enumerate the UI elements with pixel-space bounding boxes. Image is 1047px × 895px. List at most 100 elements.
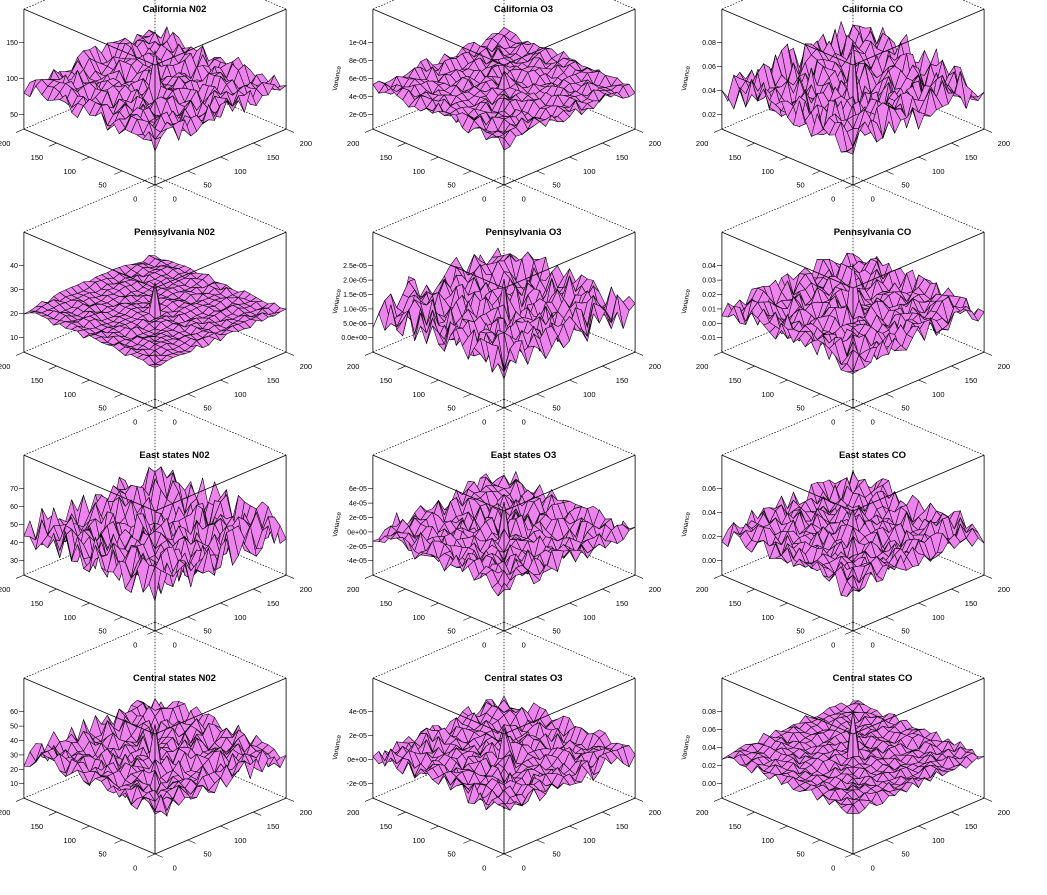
y-tick-label: 50: [796, 404, 804, 413]
y-tick: [463, 616, 472, 621]
y-tick-label: 50: [796, 181, 804, 190]
x-tick: [634, 128, 644, 133]
x-tick: [602, 142, 611, 147]
y-tick-label: 100: [63, 613, 76, 622]
z-tick-label: 0.02: [702, 534, 716, 541]
x-tick: [187, 393, 196, 398]
y-tick: [364, 351, 374, 356]
box-back-edges: [23, 621, 287, 799]
y-tick-label: 150: [729, 599, 742, 608]
x-tick-label: 150: [267, 599, 280, 608]
surface-facet: [798, 267, 812, 275]
z-tick-label: 0e+00: [347, 529, 367, 536]
axes: 0501001502000501001502000.000.020.040.06…: [681, 486, 1010, 649]
surface-mesh: [23, 25, 288, 153]
box-edge-back: [721, 0, 745, 10]
panel-title: East states O3: [490, 450, 557, 461]
x-tick-label: 0: [522, 641, 526, 650]
x-tick: [536, 616, 545, 621]
box-edge-back: [612, 0, 636, 10]
x-tick-label: 50: [552, 181, 560, 190]
y-tick: [845, 184, 854, 189]
x-tick-label: 100: [583, 390, 596, 399]
x-tick: [253, 588, 262, 593]
z-tick-label: 2.5e-05: [343, 263, 367, 270]
box-edge-front: [154, 231, 287, 289]
x-tick-label: 100: [583, 613, 596, 622]
y-tick-label: 200: [696, 362, 709, 371]
box-front-edges: [372, 454, 636, 632]
surface-plot-svg: 05010015020005010015020050100150Variance: [0, 0, 312, 204]
x-tick: [187, 616, 196, 621]
panel-title: East states CO: [838, 450, 907, 461]
y-tick: [114, 393, 123, 398]
x-tick-label: 200: [300, 585, 313, 594]
x-tick: [885, 393, 894, 398]
surface-mesh: [721, 20, 985, 155]
z-tick-label: 40: [10, 263, 18, 270]
y-tick: [81, 379, 90, 384]
x-tick: [569, 156, 578, 161]
y-tick: [114, 170, 123, 175]
box-edge-front: [721, 351, 854, 409]
surface-mesh: [721, 469, 985, 597]
panel-title: East states N02: [139, 450, 210, 461]
box-edge-front: [503, 231, 636, 289]
box-edge-front: [852, 128, 985, 186]
y-tick: [430, 602, 439, 607]
x-tick: [154, 630, 163, 635]
y-tick: [81, 602, 90, 607]
z-tick-label: 30: [10, 287, 18, 294]
box-front-edges: [721, 8, 985, 186]
axes: 05010015020005010015020050100150Variance: [0, 40, 312, 203]
surface-panel: California O3 0 50 100 150 200 0 50 100 150 200 2e-…: [332, 0, 698, 223]
y-tick-label: 50: [98, 181, 106, 190]
x-tick: [885, 616, 894, 621]
x-tick-label: 150: [965, 599, 978, 608]
x-tick-label: 150: [616, 153, 629, 162]
z-tick-label: 0.01: [702, 306, 716, 313]
x-tick-label: 0: [871, 195, 875, 204]
z-tick-label: 4e-05: [349, 501, 367, 508]
box-front-edges: [721, 231, 985, 409]
x-tick-label: 150: [965, 153, 978, 162]
z-tick-label: 20: [10, 311, 18, 318]
x-tick-label: 100: [583, 167, 596, 176]
x-tick-label: 200: [649, 585, 662, 594]
z-tick-label: 5.0e-06: [343, 321, 367, 328]
x-tick-label: 100: [932, 613, 945, 622]
x-tick: [187, 170, 196, 175]
y-tick: [114, 616, 123, 621]
x-tick: [536, 393, 545, 398]
y-tick-label: 0: [831, 418, 835, 427]
y-tick: [48, 588, 57, 593]
y-tick-label: 0: [831, 641, 835, 650]
z-tick-label: 0.06: [702, 64, 716, 71]
y-tick: [397, 142, 406, 147]
x-tick-label: 0: [871, 641, 875, 650]
axes: 0501001502000501001502002e-054e-056e-058…: [332, 40, 661, 203]
x-tick-label: 100: [234, 613, 247, 622]
y-tick: [496, 630, 505, 635]
y-tick-label: 200: [347, 139, 360, 148]
box-front-edges: [23, 231, 287, 409]
x-tick-label: 200: [998, 585, 1011, 594]
box-edge-front: [23, 454, 156, 512]
box-edge-front: [721, 454, 854, 512]
box-edge-front: [372, 454, 505, 512]
x-tick: [634, 351, 644, 356]
box-edge-front: [721, 8, 854, 66]
box-edge-front: [852, 8, 985, 66]
y-tick: [845, 630, 854, 635]
x-tick-label: 0: [173, 418, 177, 427]
box-back-edges: [372, 0, 636, 130]
z-axis-label: Variance: [332, 288, 343, 314]
x-tick-label: 0: [871, 418, 875, 427]
z-tick-label: 100: [6, 76, 18, 83]
x-tick: [220, 602, 229, 607]
x-tick: [569, 602, 578, 607]
x-tick: [983, 351, 993, 356]
z-tick-label: 30: [10, 558, 18, 565]
box-front-edges: [372, 8, 636, 186]
